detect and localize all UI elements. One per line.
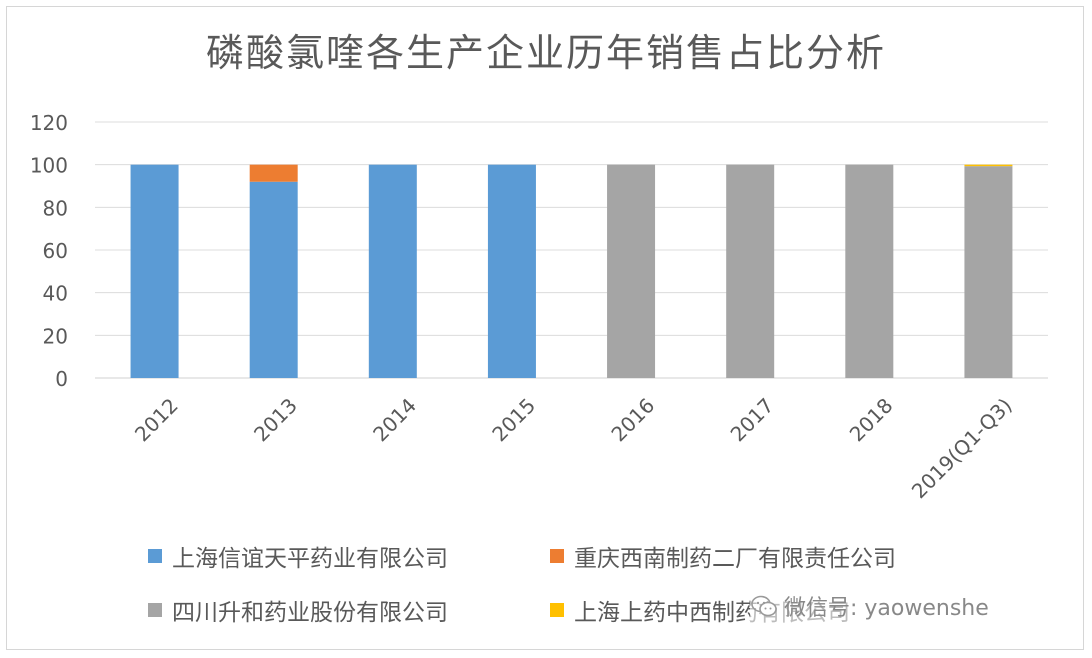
bar-2016-series-2 — [607, 164, 656, 378]
y-tick-label-80: 80 — [43, 196, 68, 220]
bar-2013-series-0 — [249, 181, 298, 378]
y-tick-label-0: 0 — [55, 367, 68, 391]
legend-label-2: 四川升和药业股份有限公司 — [172, 600, 448, 626]
x-tick-label-2012: 2012 — [130, 393, 183, 446]
chart-title: 磷酸氯喹各生产企业历年销售占比分析 — [205, 31, 886, 75]
y-tick-label-20: 20 — [43, 324, 68, 348]
y-tick-label-60: 60 — [43, 239, 68, 263]
chart-frame — [6, 6, 1084, 650]
wechat-icon — [750, 595, 778, 617]
bar-2013-series-1 — [249, 164, 298, 182]
legend-item-0: 上海信谊天平药业有限公司 — [148, 540, 550, 572]
legend-label-1: 重庆西南制药二厂有限责任公司 — [574, 546, 896, 572]
x-tick-label-2015: 2015 — [487, 393, 540, 446]
legend-swatch-0 — [148, 549, 162, 563]
bar-2018-series-2 — [845, 164, 894, 378]
x-tick-label-2016: 2016 — [606, 393, 659, 446]
x-tick-label-2019(Q1-Q3): 2019(Q1-Q3) — [907, 393, 1017, 503]
legend-swatch-3 — [550, 603, 564, 617]
bar-2014-series-0 — [368, 164, 417, 378]
x-axis-tick-labels: 2012 2013 2014 2015 2016 2017 2018 2019(Q1-Q3) — [130, 393, 1017, 503]
y-tick-label-100: 100 — [30, 154, 68, 178]
gridlines — [95, 121, 1048, 379]
y-axis-tick-labels: 0 20 40 60 80 100 120 — [30, 111, 68, 391]
x-tick-label-2018: 2018 — [845, 393, 898, 446]
x-tick-label-2014: 2014 — [368, 393, 421, 446]
bar-series — [130, 164, 1013, 378]
x-tick-label-2013: 2013 — [249, 393, 302, 446]
bar-2015-series-0 — [487, 164, 536, 378]
watermark-text: 微信号: yaowenshe — [784, 596, 989, 621]
legend-swatch-1 — [550, 549, 564, 563]
bar-2019(Q1-Q3)-series-3 — [964, 164, 1013, 167]
y-tick-label-120: 120 — [30, 111, 68, 135]
bar-2019(Q1-Q3)-series-2 — [964, 166, 1013, 378]
legend-item-2: 四川升和药业股份有限公司 — [148, 594, 550, 626]
bar-2017-series-2 — [726, 164, 775, 378]
chart-legend: 上海信谊天平药业有限公司 重庆西南制药二厂有限责任公司 四川升和药业股份有限公司 上海… — [148, 540, 1048, 626]
watermark: 微信号: yaowenshe — [750, 590, 989, 622]
legend-item-1: 重庆西南制药二厂有限责任公司 — [550, 540, 1030, 572]
legend-label-0: 上海信谊天平药业有限公司 — [172, 546, 448, 572]
bar-2012-series-0 — [130, 164, 179, 378]
x-tick-label-2017: 2017 — [726, 393, 779, 446]
legend-swatch-2 — [148, 603, 162, 617]
y-tick-label-40: 40 — [43, 282, 68, 306]
